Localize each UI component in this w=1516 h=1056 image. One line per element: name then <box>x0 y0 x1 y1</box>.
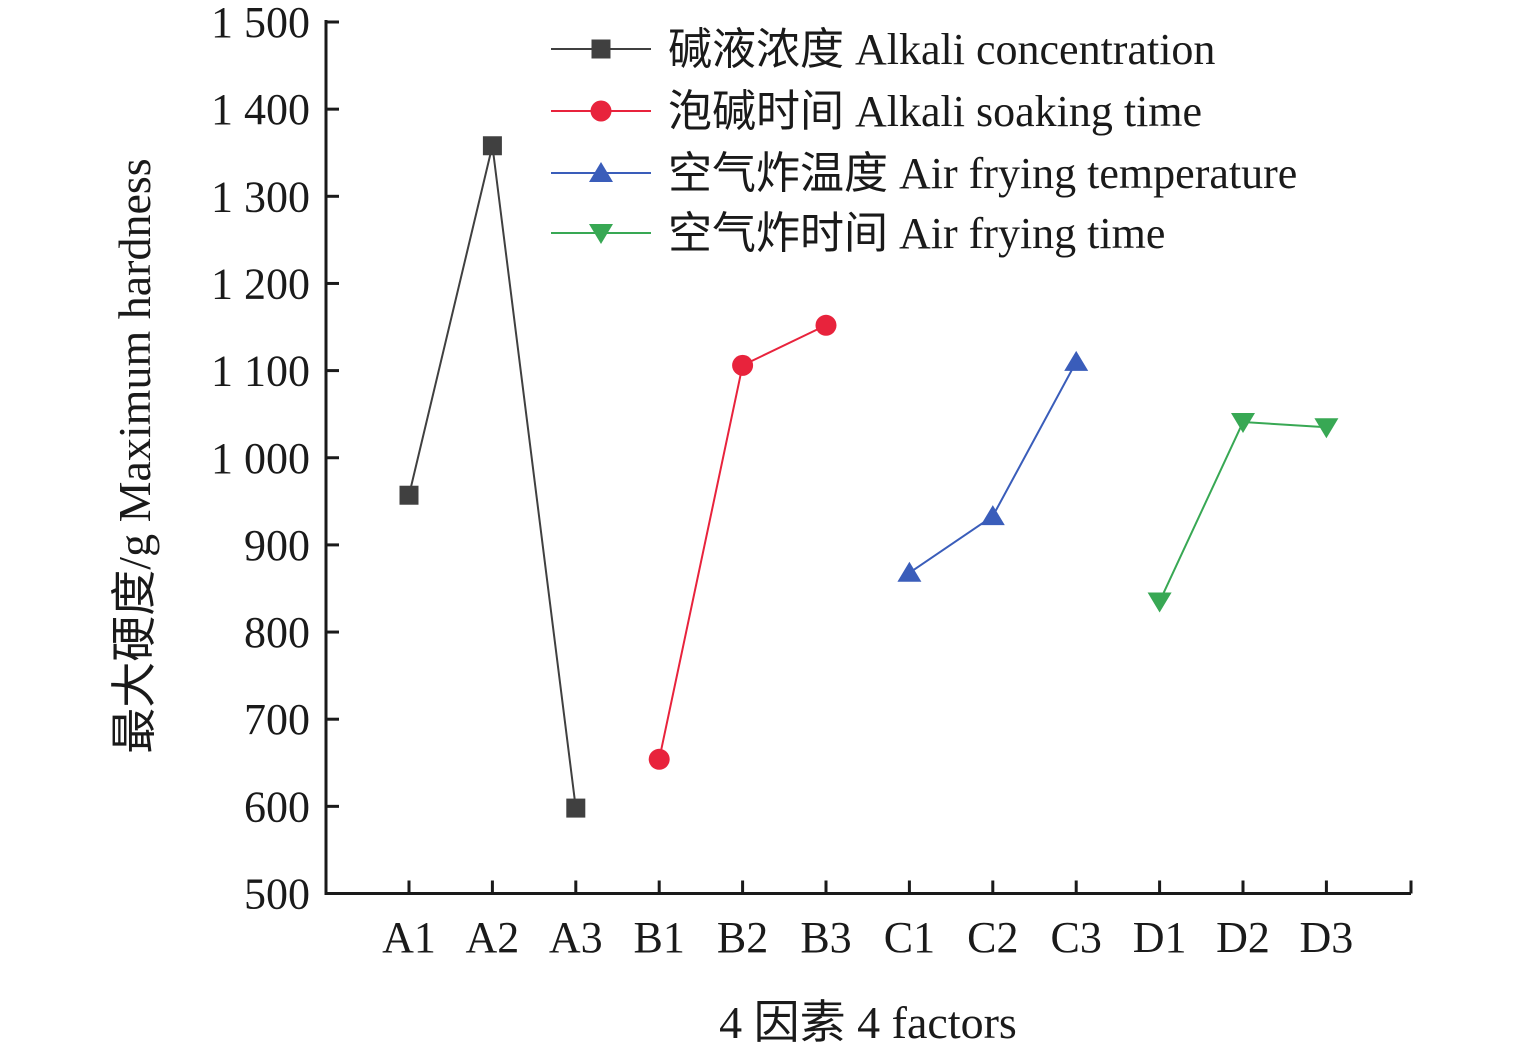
series-2 <box>648 314 837 770</box>
x-tick-label: A1 <box>382 913 436 962</box>
data-point <box>1314 418 1339 439</box>
x-tick-label: D1 <box>1133 913 1187 962</box>
legend-marker <box>590 100 612 122</box>
x-tick-label: D2 <box>1216 913 1270 962</box>
y-tick-label: 600 <box>244 782 310 831</box>
series-line <box>408 145 577 809</box>
y-tick-label: 800 <box>244 608 310 657</box>
data-point <box>732 354 754 376</box>
legend: 碱液浓度 Alkali concentration 泡碱时间 Alkali soa… <box>551 25 1297 258</box>
legend-item: 碱液浓度 Alkali concentration <box>551 25 1215 74</box>
series-1 <box>399 136 586 818</box>
y-tick-label: 1 000 <box>211 434 310 483</box>
legend-label: 泡碱时间 Alkali soaking time <box>668 87 1202 136</box>
x-ticks: A1 A2 A3 B1 B2 B3 C1 C2 C3 D1 D2 D3 <box>382 880 1413 962</box>
y-tick-label: 1 300 <box>211 172 310 221</box>
data-point <box>815 314 837 336</box>
y-tick-label: 900 <box>244 521 310 570</box>
data-point <box>897 561 922 582</box>
x-tick-label: B3 <box>800 913 851 962</box>
data-point <box>482 136 502 156</box>
y-tick-label: 500 <box>244 870 310 919</box>
data-point <box>980 505 1005 526</box>
data-point <box>1064 350 1089 371</box>
x-tick-label: C3 <box>1051 913 1102 962</box>
series-layer <box>399 136 1339 818</box>
legend-item: 空气炸温度 Air frying temperature <box>551 149 1297 198</box>
series-line <box>908 361 1078 574</box>
series-line <box>658 324 827 760</box>
x-tick-label: A2 <box>466 913 520 962</box>
data-point <box>399 485 419 505</box>
x-tick-label: C1 <box>884 913 935 962</box>
x-tick-label: B1 <box>634 913 685 962</box>
legend-marker <box>589 162 613 182</box>
series-4 <box>1147 413 1339 613</box>
legend-item: 空气炸时间 Air frying time <box>551 209 1165 258</box>
legend-marker <box>589 224 613 244</box>
x-axis-title: 4 因素 4 factors <box>719 997 1017 1048</box>
y-axis-title: 最大硬度/g Maximum hardness <box>109 158 160 753</box>
legend-label: 碱液浓度 Alkali concentration <box>668 25 1215 74</box>
x-tick-label: B2 <box>717 913 768 962</box>
y-tick-label: 1 500 <box>211 0 310 47</box>
legend-label: 空气炸温度 Air frying temperature <box>668 149 1297 198</box>
series-line <box>1158 420 1327 602</box>
series-3 <box>897 350 1089 582</box>
data-point <box>648 748 670 770</box>
x-tick-label: A3 <box>549 913 603 962</box>
y-tick-label: 700 <box>244 695 310 744</box>
legend-label: 空气炸时间 Air frying time <box>668 209 1165 258</box>
legend-item: 泡碱时间 Alkali soaking time <box>551 87 1202 136</box>
legend-marker <box>591 39 611 59</box>
data-point <box>566 798 586 818</box>
y-tick-label: 1 200 <box>211 259 310 308</box>
data-point <box>1147 592 1172 613</box>
y-ticks: 500 600 700 800 900 1 000 1 100 1 200 1 300 1 400… <box>211 0 339 919</box>
x-tick-label: D3 <box>1300 913 1354 962</box>
data-point <box>1231 413 1255 434</box>
y-tick-label: 1 100 <box>211 347 310 396</box>
x-tick-label: C2 <box>967 913 1018 962</box>
y-tick-label: 1 400 <box>211 85 310 134</box>
